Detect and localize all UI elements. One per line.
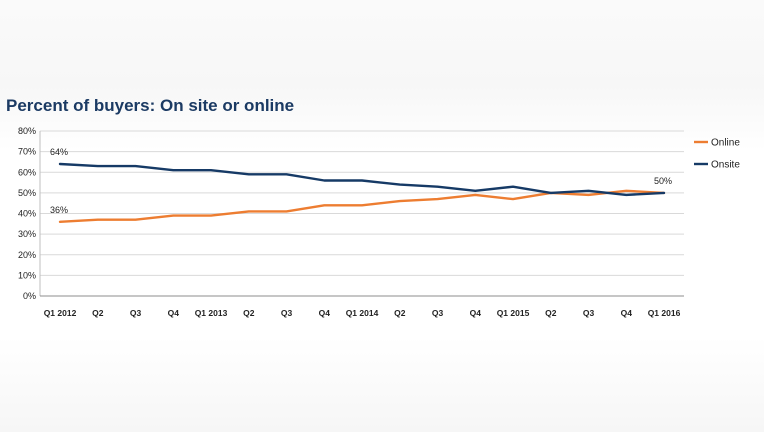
x-tick-label: Q1 2013 (195, 308, 228, 318)
x-tick-label: Q1 2015 (497, 308, 530, 318)
x-tick-label: Q1 2016 (648, 308, 681, 318)
series-lines (58, 162, 666, 224)
data-label: 64% (50, 147, 68, 157)
x-tick-label: Q2 (243, 308, 255, 318)
y-tick-label: 20% (18, 250, 36, 260)
series-line-onsite (58, 162, 666, 197)
data-label: 50% (654, 176, 672, 186)
x-tick-label: Q1 2012 (44, 308, 77, 318)
data-label: 36% (50, 205, 68, 215)
x-axis-ticks: Q1 2012 Q2 Q3 Q4 Q1 2013 Q2 Q3 Q4 Q1 2014 Q2 Q3 Q4 Q… (44, 308, 681, 318)
y-tick-label: 70% (18, 147, 36, 157)
y-tick-label: 50% (18, 188, 36, 198)
y-tick-label: 80% (18, 126, 36, 136)
y-tick-label: 0% (23, 291, 36, 301)
x-tick-label: Q4 (319, 308, 331, 318)
legend: Online Onsite (694, 138, 740, 171)
x-tick-label: Q3 (583, 308, 595, 318)
legend-label-online: Online (711, 138, 740, 149)
series-line-online (58, 189, 666, 224)
y-tick-label: 60% (18, 167, 36, 177)
y-axis-ticks: 0% 10% 20% 30% 40% 50% 60% 70% 80% (18, 126, 36, 301)
x-tick-label: Q3 (432, 308, 444, 318)
x-tick-label: Q3 (130, 308, 142, 318)
x-tick-label: Q3 (281, 308, 293, 318)
x-tick-label: Q4 (470, 308, 482, 318)
chart-title: Percent of buyers: On site or online (6, 96, 295, 115)
x-tick-label: Q4 (621, 308, 633, 318)
x-tick-label: Q2 (394, 308, 406, 318)
y-tick-label: 10% (18, 270, 36, 280)
legend-label-onsite: Onsite (711, 160, 740, 171)
x-tick-label: Q4 (168, 308, 180, 318)
x-tick-label: Q2 (545, 308, 557, 318)
x-tick-label: Q2 (92, 308, 104, 318)
y-tick-label: 30% (18, 229, 36, 239)
x-tick-label: Q1 2014 (346, 308, 379, 318)
y-tick-label: 40% (18, 209, 36, 219)
data-labels: 64% 36% 50% (50, 147, 672, 215)
axes (39, 131, 684, 297)
gridlines (40, 130, 684, 297)
